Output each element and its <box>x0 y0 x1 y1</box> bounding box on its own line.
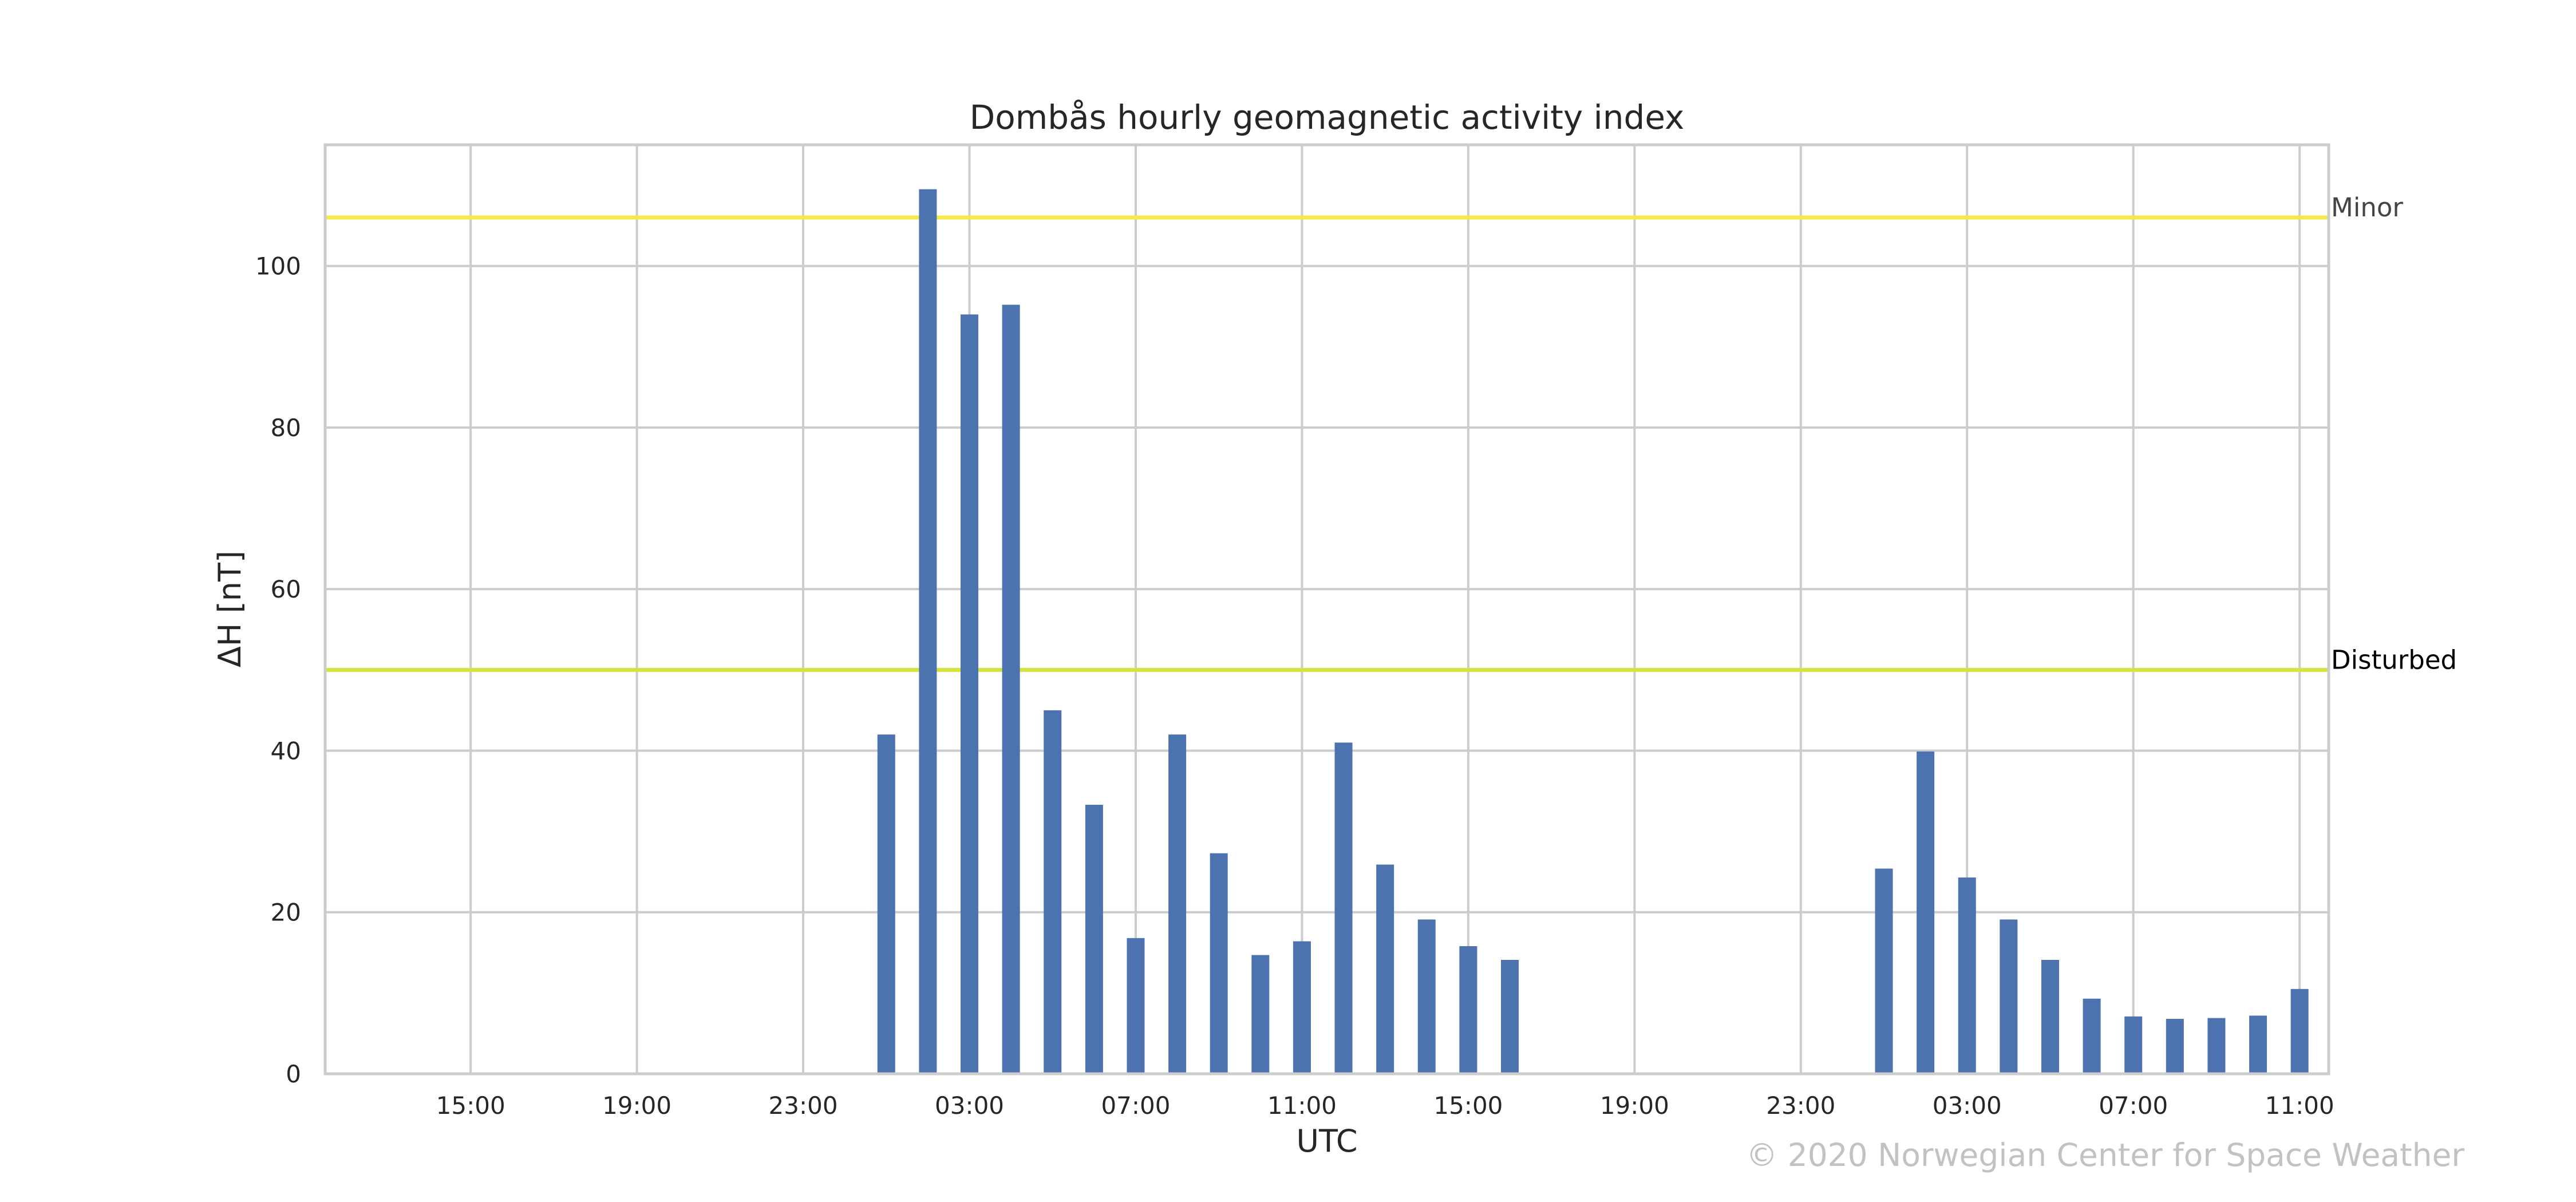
x-tick-label: 11:00 <box>1267 1092 1337 1120</box>
x-tick-label: 15:00 <box>1433 1092 1503 1120</box>
y-tick-label: 100 <box>255 252 301 280</box>
bar <box>1417 919 1436 1074</box>
bar <box>1917 751 1935 1074</box>
threshold-lines <box>325 215 2329 672</box>
bar <box>1002 305 1020 1074</box>
y-tick-label: 20 <box>271 899 301 927</box>
bar <box>1376 864 1394 1074</box>
bar <box>961 314 979 1074</box>
bar <box>1127 938 1145 1074</box>
tick-labels: 15:00 19:00 23:00 03:00 07:00 11:00 15:00 19:00… <box>255 252 2334 1120</box>
x-tick-label: 07:00 <box>2099 1092 2168 1120</box>
bar <box>2124 1016 2143 1074</box>
bar <box>1210 853 1228 1074</box>
threshold-label: Minor <box>2331 192 2403 223</box>
x-tick-label: 19:00 <box>1600 1092 1669 1120</box>
bar <box>2041 960 2059 1074</box>
bar <box>1334 742 1353 1074</box>
bar <box>2083 998 2101 1074</box>
y-axis-label: ΔH [nT] <box>212 551 248 667</box>
bar <box>919 189 937 1074</box>
x-tick-label: 03:00 <box>1933 1092 2002 1120</box>
plot-frame <box>323 143 2330 1076</box>
y-tick-label: 0 <box>286 1060 301 1088</box>
x-axis-label: UTC <box>1296 1123 1357 1159</box>
bar <box>1293 941 1311 1074</box>
x-tick-label: 19:00 <box>602 1092 671 1120</box>
bar <box>1875 868 1893 1074</box>
x-tick-label: 03:00 <box>935 1092 1004 1120</box>
bar <box>877 734 895 1074</box>
x-tick-label: 15:00 <box>436 1092 505 1120</box>
x-tick-label: 07:00 <box>1101 1092 1170 1120</box>
bar <box>1501 960 1519 1074</box>
bar <box>2166 1019 2184 1074</box>
bar <box>1459 946 1477 1074</box>
x-tick-label: 23:00 <box>1766 1092 1835 1120</box>
bar <box>1251 955 1270 1074</box>
bar <box>2249 1015 2267 1074</box>
y-tick-label: 80 <box>271 414 301 442</box>
x-tick-label: 11:00 <box>2265 1092 2334 1120</box>
y-tick-label: 60 <box>271 575 301 603</box>
copyright-notice: © 2020 Norwegian Center for Space Weathe… <box>1746 1137 2464 1173</box>
bar <box>1085 805 1103 1074</box>
chart-title: Dombås hourly geomagnetic activity index <box>970 98 1685 137</box>
y-tick-label: 40 <box>271 737 301 765</box>
bar <box>1168 734 1187 1074</box>
bar <box>2207 1018 2226 1074</box>
bar <box>1958 877 1976 1074</box>
threshold-labels: Minor Disturbed <box>2331 192 2457 675</box>
threshold-label: Disturbed <box>2331 645 2457 675</box>
bar <box>1044 710 1062 1074</box>
x-tick-label: 23:00 <box>769 1092 838 1120</box>
bars <box>877 189 2309 1074</box>
bar <box>2000 919 2018 1074</box>
bar <box>2290 989 2309 1074</box>
